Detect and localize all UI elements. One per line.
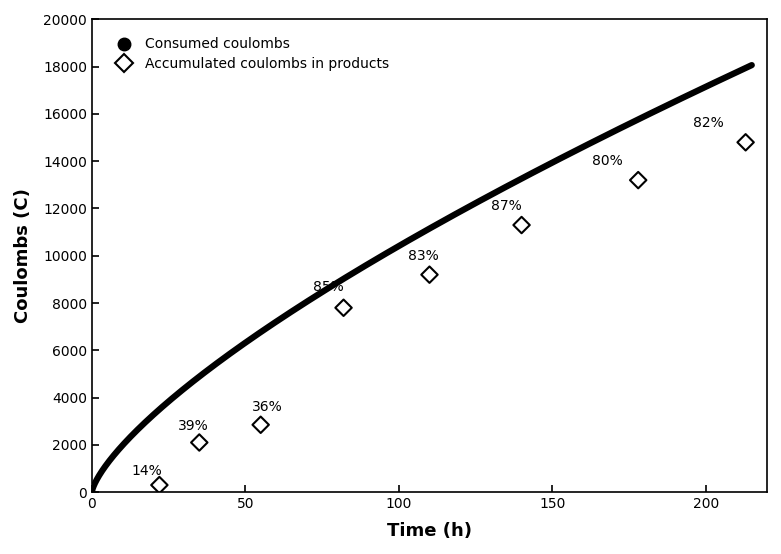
Point [632, 176, 644, 184]
Text: 83%: 83% [408, 249, 439, 263]
Point [255, 420, 267, 429]
Text: 82%: 82% [694, 116, 724, 131]
Point [740, 138, 752, 147]
Text: 87%: 87% [491, 199, 522, 213]
Point [423, 270, 436, 279]
Text: 80%: 80% [592, 155, 623, 168]
Text: 39%: 39% [178, 419, 209, 433]
Text: 85%: 85% [313, 280, 344, 294]
Y-axis label: Coulombs (C): Coulombs (C) [14, 188, 32, 323]
Point [515, 220, 528, 229]
Legend: Consumed coulombs, Accumulated coulombs in products: Consumed coulombs, Accumulated coulombs … [99, 27, 400, 82]
Point [153, 481, 166, 490]
X-axis label: Time (h): Time (h) [387, 522, 472, 540]
Text: 36%: 36% [251, 400, 282, 414]
Point [193, 438, 205, 447]
Text: 14%: 14% [132, 464, 162, 478]
Point [337, 304, 350, 312]
